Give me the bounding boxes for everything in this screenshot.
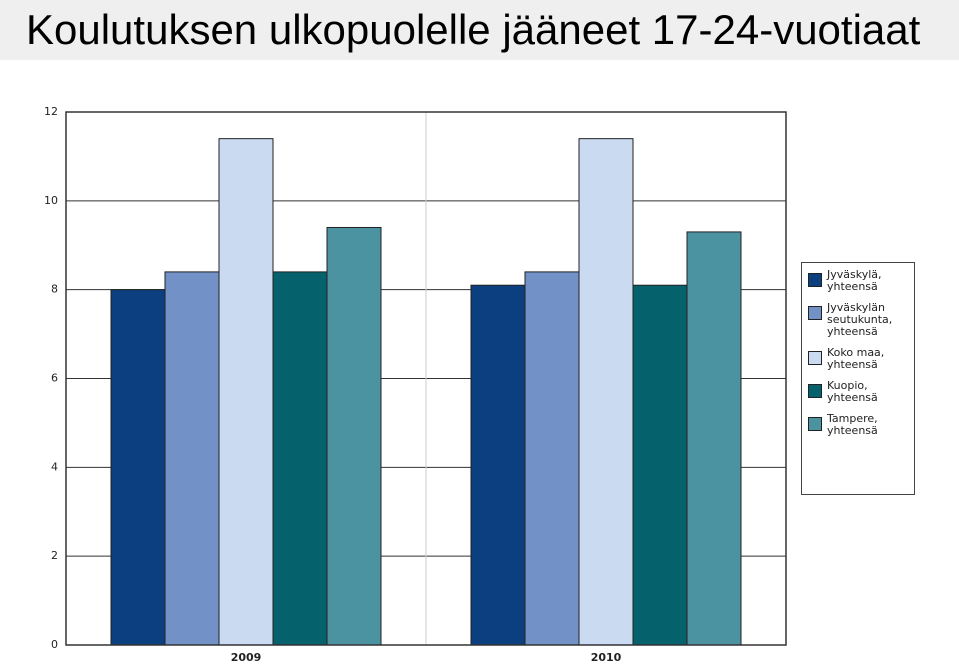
bar bbox=[686, 231, 742, 646]
legend-swatch bbox=[808, 384, 822, 398]
legend-label: Kuopio, yhteensä bbox=[827, 379, 878, 404]
plot-border bbox=[65, 111, 787, 646]
bar bbox=[470, 284, 526, 646]
legend-label: Jyväskylän seutukunta, yhteensä bbox=[827, 301, 893, 338]
y-tick-label: 6 bbox=[51, 372, 58, 385]
bar bbox=[578, 138, 634, 646]
x-tick-label: 2010 bbox=[591, 651, 622, 664]
bar bbox=[272, 271, 328, 646]
bar bbox=[218, 138, 274, 646]
legend-label: Jyväskylä, yhteensä bbox=[827, 268, 882, 293]
x-tick-label: 2009 bbox=[231, 651, 262, 664]
legend-swatch bbox=[808, 273, 822, 287]
legend: Jyväskylä, yhteensä Jyväskylän seutukunta… bbox=[801, 262, 915, 495]
legend-item: Kuopio, yhteensä bbox=[808, 380, 910, 404]
bar bbox=[164, 271, 220, 646]
y-tick-label: 12 bbox=[44, 105, 58, 118]
legend-item: Jyväskylän seutukunta, yhteensä bbox=[808, 302, 910, 338]
legend-swatch bbox=[808, 417, 822, 431]
y-tick-label: 0 bbox=[51, 638, 58, 651]
legend-item: Tampere, yhteensä bbox=[808, 413, 910, 437]
legend-label: Koko maa, yhteensä bbox=[827, 346, 885, 371]
legend-item: Jyväskylä, yhteensä bbox=[808, 269, 910, 293]
y-tick-label: 2 bbox=[51, 549, 58, 562]
title-bar bbox=[0, 0, 959, 60]
bar bbox=[326, 226, 382, 646]
legend-swatch bbox=[808, 306, 822, 320]
y-tick-label: 10 bbox=[44, 194, 58, 207]
bar bbox=[110, 289, 166, 646]
bar bbox=[632, 284, 688, 646]
chart-title: Koulutuksen ulkopuolelle jääneet 17-24-v… bbox=[26, 6, 921, 53]
legend-item: Koko maa, yhteensä bbox=[808, 347, 910, 371]
y-tick-label: 4 bbox=[51, 460, 58, 473]
y-tick-label: 8 bbox=[51, 283, 58, 296]
bar bbox=[524, 271, 580, 646]
legend-swatch bbox=[808, 351, 822, 365]
legend-label: Tampere, yhteensä bbox=[827, 412, 878, 437]
